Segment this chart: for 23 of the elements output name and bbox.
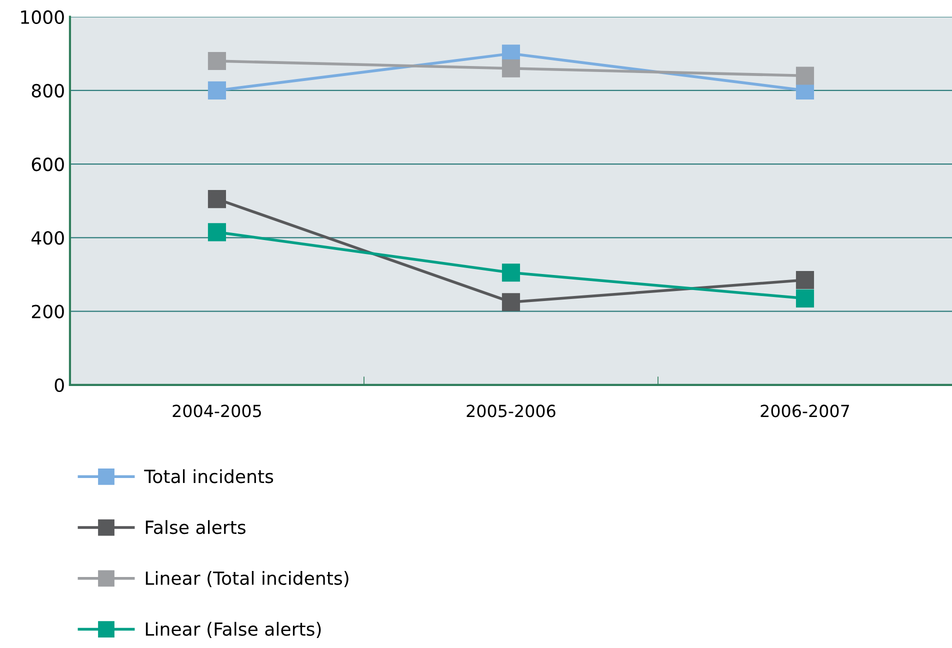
x-tick-label: 2005-2006 xyxy=(466,404,556,418)
point xyxy=(208,52,226,70)
point xyxy=(208,81,226,100)
legend-label: Linear (Total incidents) xyxy=(146,571,348,588)
y-tick-label: 600 xyxy=(32,158,64,172)
y-tick-label: 1000 xyxy=(21,10,64,24)
legend-label: Linear (False alerts) xyxy=(146,622,321,638)
point xyxy=(796,289,814,308)
y-tick-label: 0 xyxy=(54,378,64,392)
x-tick-label: 2006-2007 xyxy=(760,404,849,418)
legend-label: Total incidents xyxy=(144,469,274,484)
y-tick-label: 800 xyxy=(32,84,64,98)
point xyxy=(208,190,226,208)
point xyxy=(502,59,520,78)
x-tick-label: 2004-2005 xyxy=(172,404,261,418)
legend-label: False alerts xyxy=(146,520,246,534)
y-tick-label: 200 xyxy=(32,304,64,318)
point xyxy=(796,270,814,290)
point xyxy=(502,293,520,312)
point xyxy=(208,223,226,242)
point xyxy=(796,66,814,85)
point xyxy=(502,264,520,282)
y-tick-label: 400 xyxy=(32,231,64,245)
